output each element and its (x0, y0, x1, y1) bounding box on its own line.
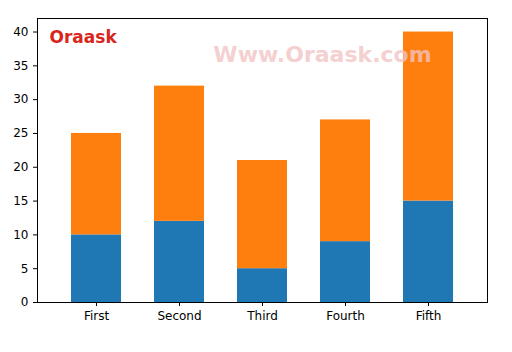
svg-text:10: 10 (13, 228, 28, 242)
svg-text:0: 0 (21, 295, 29, 309)
svg-text:20: 20 (13, 160, 28, 174)
svg-text:Oraask: Oraask (50, 27, 118, 47)
svg-text:15: 15 (13, 194, 28, 208)
svg-text:Fourth: Fourth (326, 309, 365, 323)
svg-text:Fifth: Fifth (416, 309, 442, 323)
svg-text:Second: Second (157, 309, 201, 323)
svg-text:First: First (84, 309, 110, 323)
svg-text:35: 35 (13, 59, 28, 73)
svg-text:Www.Oraask.com: Www.Oraask.com (213, 42, 431, 67)
svg-text:Third: Third (246, 309, 278, 323)
svg-text:5: 5 (21, 262, 29, 276)
svg-text:30: 30 (13, 92, 28, 106)
svg-text:25: 25 (13, 126, 28, 140)
svg-text:40: 40 (13, 25, 28, 39)
